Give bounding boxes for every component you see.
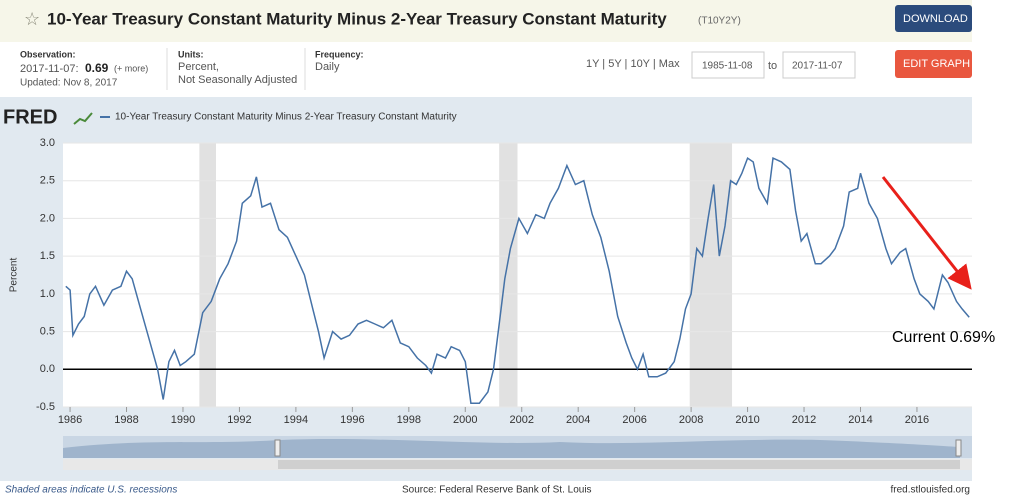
navigator-handle[interactable]	[274, 439, 281, 457]
frequency: Daily	[315, 61, 340, 73]
x-tick-label: 1988	[114, 414, 138, 426]
observation-value: 0.69	[85, 61, 109, 75]
x-tick-label: 1996	[340, 414, 364, 426]
x-tick-label: 2002	[509, 414, 533, 426]
x-tick-label: 2004	[566, 414, 590, 426]
x-tick-label: 2008	[679, 414, 703, 426]
recession-band	[689, 143, 733, 407]
more-link[interactable]: (+ more)	[114, 63, 148, 73]
star-icon[interactable]: ☆	[24, 9, 40, 29]
recession-band	[499, 143, 518, 407]
fred-logo: FRED	[3, 106, 57, 128]
x-tick-label: 1992	[227, 414, 251, 426]
updated: Updated: Nov 8, 2017	[20, 78, 118, 89]
title-bar	[0, 0, 972, 42]
range-links[interactable]: 1Y | 5Y | 10Y | Max	[586, 58, 680, 70]
end-date[interactable]: 2017-11-07	[792, 61, 843, 72]
units: Not Seasonally Adjusted	[178, 74, 297, 86]
scrollbar-thumb[interactable]	[278, 460, 960, 469]
to-label: to	[768, 60, 777, 72]
footer-note: Shaded areas indicate U.S. recessions	[5, 485, 177, 496]
start-date-input[interactable]	[691, 51, 765, 79]
annotation: Current 0.69%	[892, 329, 995, 346]
download-button[interactable]	[895, 5, 972, 32]
recession-band	[199, 143, 217, 407]
download-label[interactable]: DOWNLOAD	[903, 13, 968, 25]
x-tick-label: 1998	[397, 414, 421, 426]
start-date[interactable]: 1985-11-08	[702, 61, 753, 72]
navigator-series	[63, 439, 960, 458]
x-tick-label: 2000	[453, 414, 477, 426]
page-title: 10-Year Treasury Constant Maturity Minus…	[47, 9, 667, 28]
logo-icon	[73, 112, 93, 125]
arrow	[881, 176, 972, 290]
observation-label: Observation:	[20, 49, 76, 59]
x-tick-label: 1990	[171, 414, 195, 426]
legend-label: 10-Year Treasury Constant Maturity Minus…	[115, 112, 457, 123]
x-tick-label: 2016	[905, 414, 929, 426]
y-tick-label: 3.0	[40, 137, 55, 149]
edit-graph-button[interactable]	[895, 50, 972, 78]
y-tick-label: 1.0	[40, 288, 55, 300]
footer	[0, 481, 972, 502]
x-tick-label: 1986	[58, 414, 82, 426]
x-tick-label: 1994	[284, 414, 308, 426]
x-tick-label: 2006	[622, 414, 646, 426]
y-tick-label: 0.0	[40, 363, 55, 375]
frequency-label: Frequency:	[315, 49, 364, 59]
units: Percent,	[178, 61, 219, 73]
y-tick-label: -0.5	[36, 401, 55, 413]
y-tick-label: 2.5	[40, 175, 55, 187]
x-tick-label: 2010	[735, 414, 759, 426]
y-tick-label: 0.5	[40, 325, 55, 337]
y-tick-label: 2.0	[40, 212, 55, 224]
site: fred.stlouisfed.org	[891, 485, 971, 496]
edit-graph-label[interactable]: EDIT GRAPH	[903, 58, 970, 70]
end-date-input[interactable]	[782, 51, 856, 79]
y-axis-label: Percent	[9, 258, 20, 293]
navigator-handle[interactable]	[955, 439, 962, 457]
x-tick-label: 2012	[792, 414, 816, 426]
observation-date: 2017-11-07:	[20, 63, 79, 75]
source: Source: Federal Reserve Bank of St. Loui…	[402, 485, 592, 496]
series-id: (T10Y2Y)	[698, 16, 741, 27]
x-tick-label: 2014	[848, 414, 872, 426]
units-label: Units:	[178, 49, 204, 59]
y-tick-label: 1.5	[40, 250, 55, 262]
series-line	[65, 156, 970, 404]
